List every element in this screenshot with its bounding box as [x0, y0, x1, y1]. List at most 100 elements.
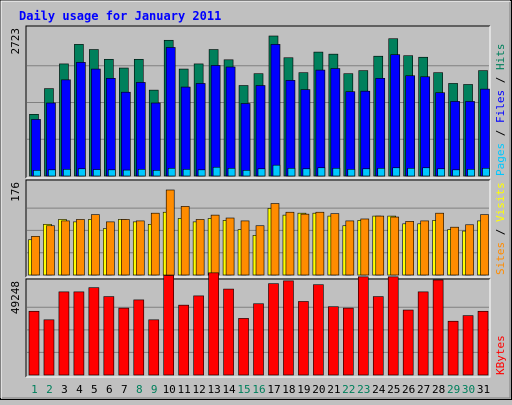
bar-sites: [270, 203, 280, 276]
bar-kbytes: [223, 288, 234, 376]
bar-kbytes: [103, 296, 115, 376]
bar-sites: [480, 214, 489, 276]
panel-middle: 176 Sites / Visits: [9, 179, 507, 278]
bar-kbytes: [28, 310, 40, 376]
bar-files: [195, 83, 206, 177]
x-tick-label: 23: [357, 383, 370, 396]
panel-border-dark: [25, 25, 490, 178]
x-tick-label: 7: [121, 383, 128, 396]
x-tick-label: 25: [387, 383, 400, 396]
bar-files: [270, 44, 281, 177]
x-tick-label: 5: [91, 383, 98, 396]
bar-pages: [437, 168, 445, 177]
bar-pages: [362, 168, 371, 177]
panel-border-dark: [25, 179, 490, 277]
bar-pages: [302, 168, 311, 177]
panel-max-label: 2723: [9, 28, 22, 55]
bar-kbytes: [417, 291, 429, 376]
bar-files: [315, 69, 326, 177]
bar-pages: [137, 169, 146, 177]
x-tick-label: 1: [31, 383, 38, 396]
bar-sites: [31, 236, 40, 276]
panel-border-light: [26, 279, 491, 378]
bar-files: [121, 91, 131, 177]
bar-kbytes: [268, 283, 279, 376]
x-tick-label: 9: [151, 383, 158, 396]
bar-files: [225, 66, 236, 177]
panel-bars: [28, 189, 489, 276]
bar-kbytes: [43, 319, 55, 376]
bar-kbytes: [118, 307, 130, 376]
bar-files: [435, 92, 445, 177]
bar-sites: [135, 220, 145, 276]
bar-pages: [272, 164, 281, 177]
bar-sites: [150, 212, 160, 276]
bar-kbytes: [238, 318, 249, 376]
bar-files: [345, 91, 356, 177]
bar-files: [465, 101, 475, 177]
bar-files: [240, 103, 251, 177]
bar-files: [450, 101, 460, 177]
x-tick-label: 31: [477, 383, 490, 396]
bar-files: [106, 78, 116, 177]
bar-pages: [467, 169, 475, 177]
bar-sites: [315, 211, 325, 276]
chart-title: Daily usage for January 2011: [19, 9, 221, 23]
panel-bottom: 49248 KBytes: [9, 272, 507, 378]
panel-legend-bottom: KBytes: [494, 335, 507, 375]
bar-sites: [240, 220, 250, 276]
bar-kbytes: [298, 301, 309, 376]
bar-kbytes: [328, 306, 339, 376]
bar-sites: [435, 212, 444, 276]
bar-pages: [152, 170, 161, 177]
panel-max-label: 49248: [9, 281, 22, 314]
chart-panels: 2723 Pages / Files / Hits 176 Sites / Visit…: [9, 25, 507, 378]
bar-sites: [300, 213, 310, 276]
panel-border-dark: [25, 278, 490, 377]
bar-files: [150, 102, 161, 177]
bar-pages: [182, 169, 191, 177]
legend-part: KBytes: [494, 335, 507, 375]
x-tick-label: 28: [432, 383, 445, 396]
bar-sites: [345, 220, 355, 276]
bar-sites: [195, 219, 205, 276]
panel-legend-middle: Sites / Visits: [494, 182, 507, 275]
bar-pages: [452, 169, 460, 177]
x-tick-label: 29: [447, 383, 460, 396]
bar-files: [76, 62, 86, 177]
legend-part: Sites: [494, 242, 507, 275]
x-tick-label: 26: [402, 383, 415, 396]
bar-pages: [407, 167, 415, 177]
bar-files: [46, 102, 56, 177]
bar-kbytes: [372, 296, 384, 376]
bar-pages: [242, 170, 251, 177]
bar-kbytes: [253, 303, 264, 376]
bar-sites: [450, 226, 459, 276]
bar-kbytes: [402, 309, 414, 376]
bar-pages: [123, 169, 131, 177]
x-tick-label: 3: [61, 383, 68, 396]
bar-kbytes: [313, 284, 324, 376]
bar-kbytes: [148, 319, 160, 376]
bar-pages: [482, 167, 490, 177]
bar-sites: [390, 216, 400, 276]
bar-sites: [225, 217, 235, 276]
bar-files: [210, 65, 221, 177]
x-tick-label: 11: [178, 383, 191, 396]
bar-pages: [287, 167, 296, 177]
panel-bars: [28, 272, 489, 376]
panel-top: 2723 Pages / Files / Hits: [9, 25, 507, 179]
bar-kbytes: [208, 272, 219, 376]
bar-kbytes: [447, 320, 459, 376]
bar-pages: [197, 169, 206, 177]
bar-pages: [93, 169, 101, 177]
bar-sites: [375, 215, 385, 276]
x-tick-label: 20: [312, 383, 325, 396]
bar-sites: [165, 189, 175, 276]
x-tick-label: 6: [106, 383, 113, 396]
bar-files: [330, 68, 341, 177]
bar-files: [360, 90, 371, 177]
x-tick-label: 14: [222, 383, 236, 396]
bar-pages: [212, 166, 221, 177]
